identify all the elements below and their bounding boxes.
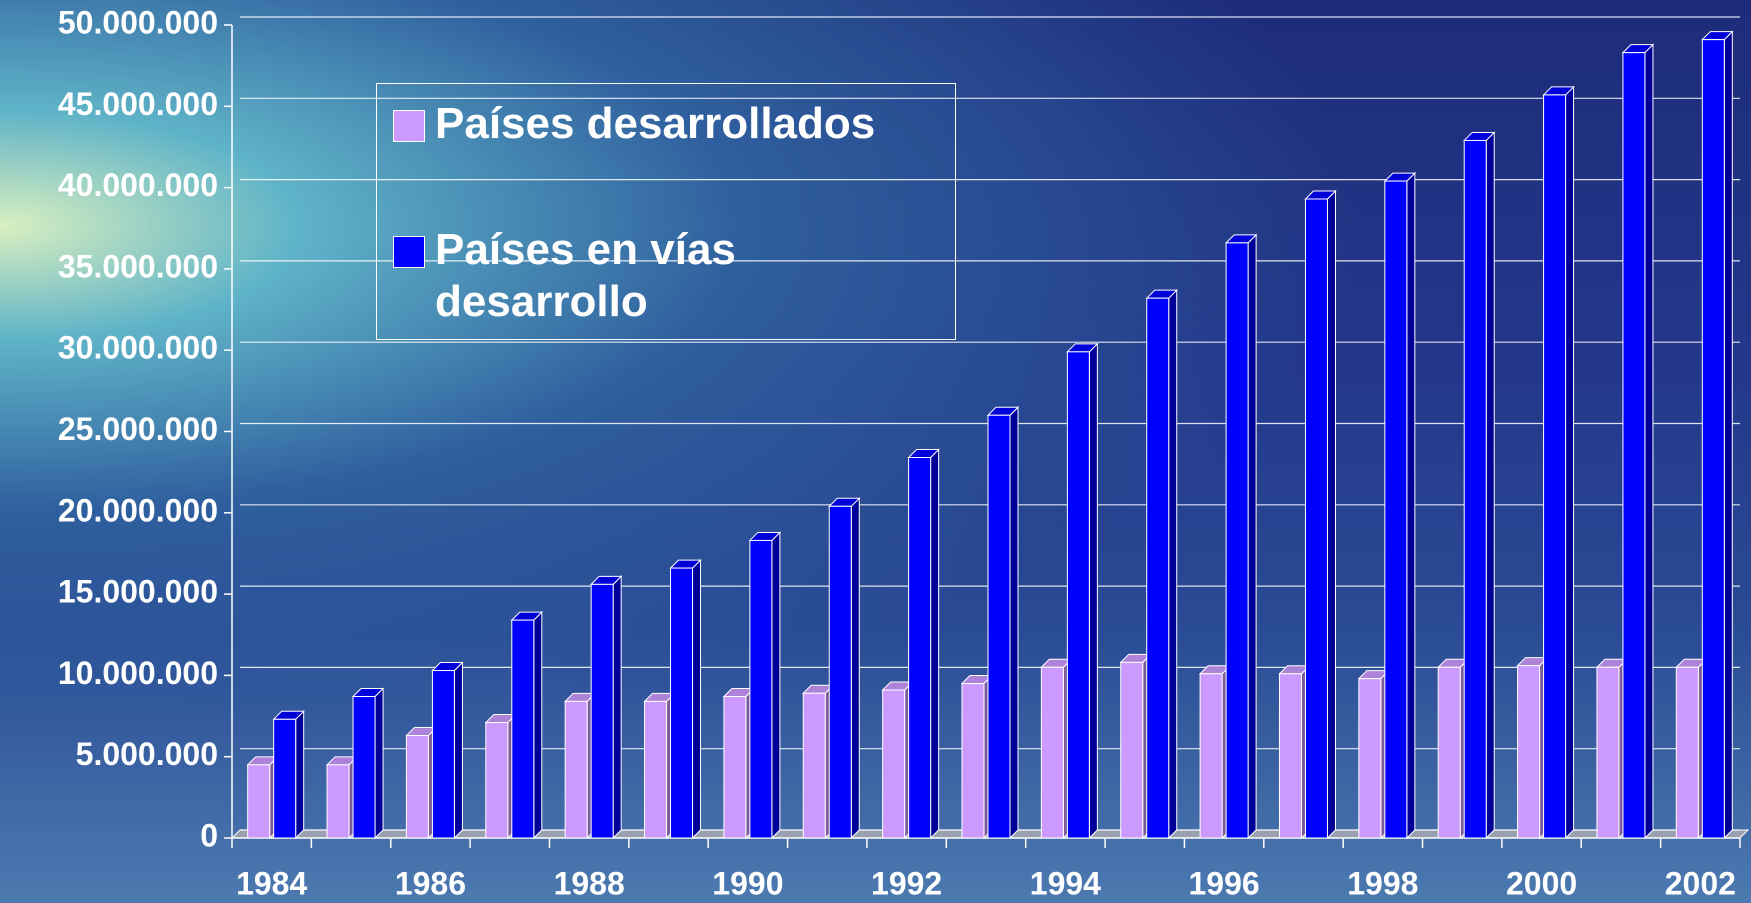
bar-side (931, 450, 939, 838)
bar-side (1486, 132, 1494, 838)
bar-side (1010, 407, 1018, 838)
bar-side (1169, 290, 1177, 838)
x-tick-label: 1988 (554, 865, 625, 901)
bar (1464, 140, 1486, 838)
legend-item: Países en vías desarrollo (393, 224, 935, 328)
bar (406, 736, 428, 838)
bar (486, 723, 508, 838)
bar (750, 540, 772, 838)
bar-side (1645, 45, 1653, 838)
legend-label: Países en vías desarrollo (435, 224, 935, 328)
legend-item: Países desarrollados (393, 98, 935, 150)
bar-side (1724, 32, 1732, 838)
bar-side (613, 576, 621, 838)
bar (909, 458, 931, 838)
bar-side (772, 532, 780, 838)
y-tick-label: 45.000.000 (58, 86, 218, 122)
y-tick-label: 20.000.000 (58, 492, 218, 528)
bar (1121, 662, 1143, 838)
bar (724, 697, 746, 838)
x-tick-label: 1984 (236, 865, 307, 901)
x-tick-label: 1994 (1030, 865, 1101, 901)
bar (829, 506, 851, 838)
bar-side (851, 498, 859, 838)
bar-side (1248, 235, 1256, 838)
bar (883, 690, 905, 838)
y-tick-label: 50.000.000 (58, 4, 218, 40)
bar (1359, 679, 1381, 838)
bar (327, 765, 349, 838)
bar (645, 701, 667, 838)
bar (1279, 674, 1301, 838)
bar-side (1089, 344, 1097, 838)
bar (1702, 40, 1724, 838)
x-tick-label: 1996 (1189, 865, 1260, 901)
bar-side (534, 612, 542, 838)
bar (1623, 53, 1645, 838)
y-tick-label: 0 (200, 817, 218, 853)
y-tick-label: 5.000.000 (76, 736, 218, 772)
x-tick-label: 2002 (1665, 865, 1736, 901)
bar (671, 568, 693, 838)
x-tick-label: 1998 (1347, 865, 1418, 901)
y-tick-label: 35.000.000 (58, 248, 218, 284)
legend-label: Países desarrollados (435, 98, 935, 150)
bar-side (296, 711, 304, 838)
bar-side (1327, 191, 1335, 838)
bar-side (1566, 87, 1574, 838)
x-tick-label: 2000 (1506, 865, 1577, 901)
bar (1147, 298, 1169, 838)
x-tick-label: 1986 (395, 865, 466, 901)
x-tick-label: 1990 (712, 865, 783, 901)
bar (1041, 667, 1063, 838)
bar (1544, 95, 1566, 838)
y-tick-label: 25.000.000 (58, 411, 218, 447)
bar (1438, 667, 1460, 838)
y-tick-label: 10.000.000 (58, 655, 218, 691)
y-tick-label: 15.000.000 (58, 574, 218, 610)
bar-side (454, 663, 462, 838)
y-tick-label: 40.000.000 (58, 167, 218, 203)
bar (1676, 667, 1698, 838)
bar (248, 765, 270, 838)
bar (1226, 243, 1248, 838)
bar-side (375, 689, 383, 838)
y-tick-label: 30.000.000 (58, 330, 218, 366)
bar (1305, 199, 1327, 838)
x-tick-label: 1992 (871, 865, 942, 901)
bar (591, 584, 613, 838)
legend-swatch (393, 110, 425, 142)
bar-side (693, 560, 701, 838)
bar (962, 684, 984, 838)
bar (1597, 667, 1619, 838)
bar (432, 671, 454, 838)
bar (512, 620, 534, 838)
bar (1385, 181, 1407, 838)
bar (1200, 674, 1222, 838)
bar (803, 693, 825, 838)
bar (353, 697, 375, 838)
bar (1518, 666, 1540, 838)
bar (274, 719, 296, 838)
legend-swatch (393, 236, 425, 268)
bar-side (1407, 173, 1415, 838)
bar (565, 701, 587, 838)
slide: 0 5.000.000 10.000.000 15.000.000 20.000.000… (0, 0, 1751, 903)
bar (1067, 352, 1089, 838)
bar (988, 415, 1010, 838)
legend: Países desarrollados Países en vías desa… (376, 83, 956, 340)
